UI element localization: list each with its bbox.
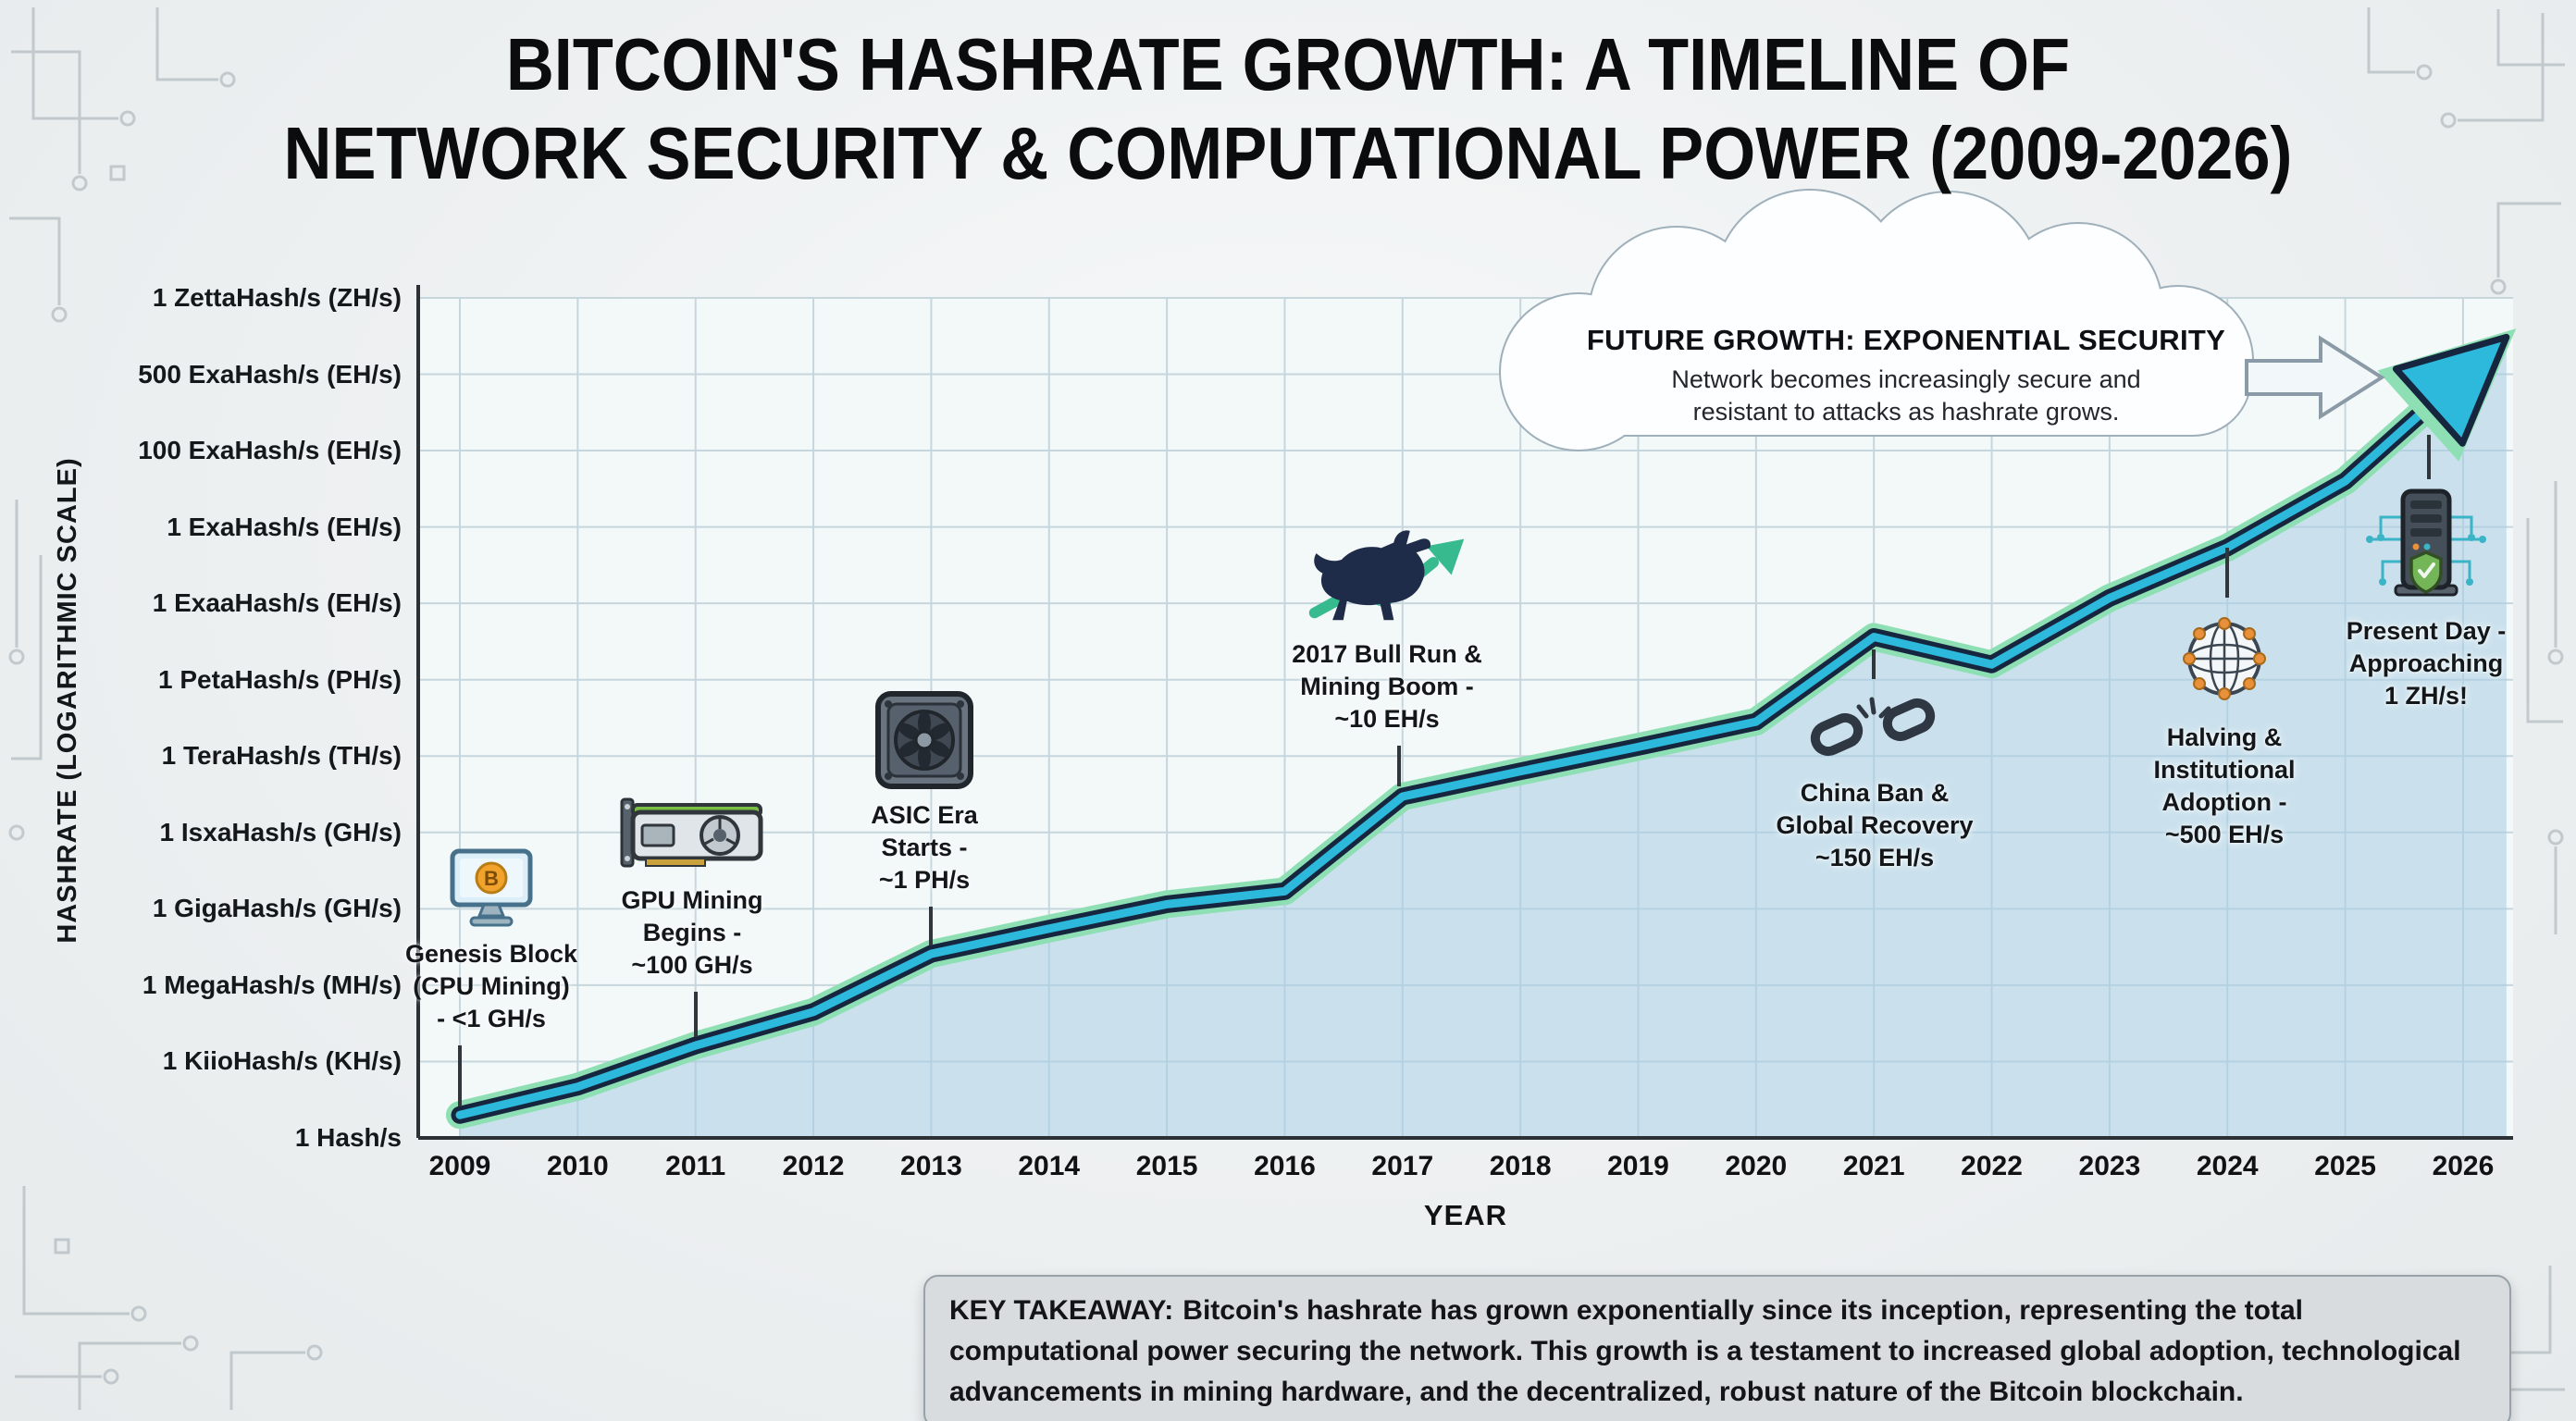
- x-tick-label: 2017: [1371, 1151, 1434, 1181]
- hashrate-growth-line-chart: [416, 285, 2517, 1140]
- text-line: Network becomes increasingly secure and: [1671, 365, 2141, 393]
- milestone-present-day-text: Present Day - Approaching 1 ZH/s!: [2334, 615, 2519, 712]
- milestone-genesis-block-text: Genesis Block (CPU Mining) - <1 GH/s: [390, 938, 593, 1035]
- x-tick-label: 2025: [2314, 1151, 2376, 1181]
- y-tick-label: 1 ZettaHash/s (ZH/s): [152, 282, 402, 312]
- milestone-halving-adoption: Halving & Institutional Adoption - ~500 EH/…: [2118, 603, 2331, 851]
- text-line: resistant to attacks as hashrate grows.: [1692, 398, 2120, 426]
- gpu-icon: [590, 792, 794, 877]
- cpu-monitor-icon: B: [390, 846, 593, 931]
- x-tick-label: 2019: [1607, 1151, 1669, 1181]
- x-tick-label: 2021: [1842, 1151, 1905, 1181]
- y-tick-label: 1 GigaHash/s (GH/s): [152, 894, 402, 923]
- text-line: ~1 PH/s: [878, 866, 971, 894]
- y-tick-label: 1 IsxaHash/s (GH/s): [159, 817, 402, 846]
- y-tick-label: 1 MegaHash/s (MH/s): [142, 970, 402, 999]
- x-tick-label: 2010: [546, 1151, 609, 1181]
- y-tick-label: 1 PetaHash/s (PH/s): [158, 664, 402, 694]
- milestone-china-ban: China Ban & Global Recovery ~150 EH/s: [1754, 685, 1995, 874]
- x-tick-label: 2009: [428, 1151, 491, 1181]
- y-tick-label: 1 TeraHash/s (TH/s): [161, 741, 402, 771]
- milestone-china-ban-text: China Ban & Global Recovery ~150 EH/s: [1754, 777, 1995, 874]
- milestone-connector-lines: [458, 435, 2431, 1106]
- text-line: Present Day -: [2346, 617, 2507, 645]
- text-line: 2017 Bull Run &: [1292, 640, 1482, 668]
- text-line: Approaching: [2348, 649, 2504, 677]
- text-line: ~500 EH/s: [2164, 821, 2285, 848]
- text-line: 1 ZH/s!: [2384, 682, 2469, 710]
- text-line: Halving &: [2166, 723, 2283, 751]
- milestone-gpu-mining: GPU Mining Begins - ~100 GH/s: [590, 792, 794, 982]
- text-line: GPU Mining: [621, 886, 763, 914]
- milestone-bull-run: 2017 Bull Run & Mining Boom - ~10 EH/s: [1276, 523, 1498, 735]
- y-tick-label: 1 ExaaHash/s (EH/s): [152, 588, 402, 618]
- x-tick-label: 2011: [665, 1151, 726, 1181]
- text-line: Genesis Block: [404, 940, 578, 968]
- y-tick-label: 1 KiioHash/s (KH/s): [162, 1046, 402, 1076]
- text-line: Institutional: [2153, 756, 2296, 784]
- key-takeaway-label: KEY TAKEAWAY:: [949, 1295, 1174, 1326]
- broken-chain-icon: [1754, 685, 1995, 770]
- text-line: Begins -: [642, 919, 742, 946]
- title-line-1: BITCOIN'S HASHRATE GROWTH: A TIMELINE OF: [505, 23, 2071, 105]
- future-growth-callout: FUTURE GROWTH: EXPONENTIAL SECURITY Netw…: [1554, 324, 2258, 428]
- text-line: (CPU Mining): [413, 972, 570, 1000]
- x-tick-label: 2015: [1135, 1151, 1198, 1181]
- bull-icon: [1276, 523, 1498, 631]
- text-line: Starts -: [881, 834, 968, 861]
- milestone-halving-adoption-text: Halving & Institutional Adoption - ~500 EH/…: [2118, 722, 2331, 851]
- x-tick-label: 2022: [1961, 1151, 2023, 1181]
- text-line: Adoption -: [2161, 788, 2287, 816]
- milestone-asic-era-text: ASIC Era Starts - ~1 PH/s: [823, 799, 1026, 896]
- text-line: ASIC Era: [871, 801, 978, 829]
- milestone-genesis-block: B Genesis Block (CPU Mining) - <1 GH/s: [390, 846, 593, 1035]
- svg-text:B: B: [484, 867, 499, 890]
- milestone-gpu-mining-text: GPU Mining Begins - ~100 GH/s: [590, 884, 794, 982]
- key-takeaway-box: KEY TAKEAWAY: Bitcoin's hashrate has grow…: [923, 1275, 2511, 1421]
- callout-title: FUTURE GROWTH: EXPONENTIAL SECURITY: [1586, 324, 2226, 356]
- x-tick-label: 2012: [782, 1151, 845, 1181]
- asic-miner-icon: [823, 688, 1026, 792]
- text-line: China Ban &: [1800, 779, 1950, 807]
- cloud-block-arrow-icon: [2245, 335, 2385, 420]
- x-tick-label: 2014: [1018, 1151, 1081, 1181]
- milestone-present-day: Present Day - Approaching 1 ZH/s!: [2334, 486, 2519, 712]
- x-tick-label: 2016: [1254, 1151, 1316, 1181]
- x-tick-label: 2018: [1489, 1151, 1552, 1181]
- x-tick-label: 2026: [2432, 1151, 2495, 1181]
- milestone-bull-run-text: 2017 Bull Run & Mining Boom - ~10 EH/s: [1276, 638, 1498, 735]
- title-line-2: NETWORK SECURITY & COMPUTATIONAL POWER (…: [283, 112, 2293, 194]
- x-tick-label: 2020: [1725, 1151, 1788, 1181]
- y-tick-label: 1 Hash/s: [294, 1123, 402, 1152]
- future-growth-cloud: [1499, 189, 2385, 451]
- globe-network-icon: [2118, 603, 2331, 714]
- text-line: ~150 EH/s: [1814, 844, 1935, 871]
- page-title: BITCOIN'S HASHRATE GROWTH: A TIMELINE OF…: [129, 20, 2447, 198]
- server-shield-icon: [2334, 486, 2519, 608]
- milestone-asic-era: ASIC Era Starts - ~1 PH/s: [823, 688, 1026, 896]
- x-tick-label: 2013: [900, 1151, 962, 1181]
- x-tick-label: 2024: [2196, 1151, 2259, 1181]
- y-tick-label: 500 ExaHash/s (EH/s): [138, 359, 402, 389]
- y-tick-label: 100 ExaHash/s (EH/s): [138, 436, 402, 465]
- x-tick-label: 2023: [2078, 1151, 2141, 1181]
- text-line: ~100 GH/s: [631, 951, 753, 979]
- text-line: Mining Boom -: [1300, 673, 1474, 700]
- key-takeaway-text: Bitcoin's hashrate has grown exponential…: [949, 1295, 2461, 1407]
- text-line: ~10 EH/s: [1334, 705, 1440, 733]
- x-axis-title: YEAR: [1423, 1199, 1508, 1231]
- text-line: - <1 GH/s: [437, 1005, 546, 1032]
- y-tick-label: 1 ExaHash/s (EH/s): [167, 512, 402, 541]
- text-line: Global Recovery: [1776, 811, 1974, 839]
- callout-body: Network becomes increasingly secure and r…: [1554, 364, 2258, 428]
